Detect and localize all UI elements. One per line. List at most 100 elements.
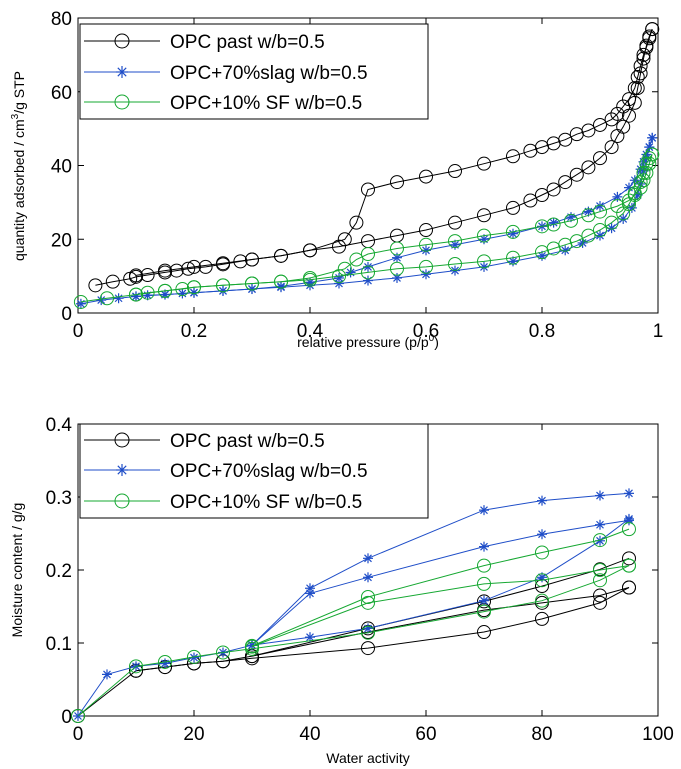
data-point bbox=[113, 293, 124, 304]
legend-marker bbox=[114, 493, 130, 509]
data-point bbox=[363, 572, 373, 583]
data-point bbox=[73, 294, 88, 309]
data-point bbox=[506, 250, 520, 265]
data-point bbox=[593, 223, 607, 238]
data-point bbox=[361, 621, 375, 636]
data-point bbox=[537, 529, 547, 540]
data-point bbox=[546, 182, 561, 197]
data-point bbox=[216, 278, 230, 293]
data-point bbox=[624, 488, 634, 499]
y-tick-label: 20 bbox=[51, 230, 72, 251]
data-point bbox=[419, 223, 433, 238]
x-tick-label: 100 bbox=[642, 724, 674, 745]
data-point bbox=[361, 625, 375, 640]
data-point bbox=[477, 254, 491, 269]
data-point bbox=[604, 215, 619, 230]
y-tick-label: 0.4 bbox=[46, 415, 73, 436]
data-point bbox=[477, 558, 491, 573]
data-point bbox=[129, 287, 143, 302]
desorption-line bbox=[135, 28, 653, 276]
data-point bbox=[523, 143, 538, 158]
data-point bbox=[627, 188, 642, 202]
data-point bbox=[303, 270, 317, 285]
y-tick-label: 0 bbox=[61, 304, 72, 325]
data-point bbox=[506, 200, 520, 215]
data-point bbox=[616, 99, 631, 114]
data-point bbox=[361, 182, 375, 197]
data-point bbox=[105, 274, 120, 289]
data-point bbox=[448, 256, 462, 271]
data-point bbox=[274, 274, 288, 289]
data-point bbox=[569, 167, 584, 182]
data-point bbox=[639, 40, 654, 55]
data-point bbox=[644, 142, 655, 153]
extra-line bbox=[251, 565, 630, 648]
data-point bbox=[616, 119, 631, 134]
data-point bbox=[569, 234, 584, 249]
data-point bbox=[558, 175, 573, 190]
x-tick-label: 0.8 bbox=[529, 321, 555, 342]
data-point bbox=[633, 180, 648, 195]
data-point bbox=[593, 151, 607, 166]
data-point bbox=[535, 593, 549, 608]
data-point bbox=[535, 219, 549, 234]
legend-label: OPC past w/b=0.5 bbox=[170, 431, 325, 452]
data-point bbox=[604, 112, 619, 127]
y-tick-label: 0 bbox=[61, 707, 72, 728]
y-axis-label: quantity adsorbed / cm3/g STP bbox=[10, 71, 27, 261]
legend-marker bbox=[116, 464, 128, 476]
series-layer bbox=[73, 22, 660, 309]
data-point bbox=[604, 140, 619, 155]
data-point bbox=[88, 278, 103, 293]
data-point bbox=[332, 239, 346, 254]
data-point bbox=[537, 495, 547, 506]
data-point bbox=[337, 232, 352, 247]
x-tick-label: 40 bbox=[299, 724, 320, 745]
data-point bbox=[361, 595, 375, 610]
data-point bbox=[622, 580, 636, 595]
series-1 bbox=[88, 22, 660, 293]
data-point bbox=[622, 193, 636, 208]
data-point bbox=[593, 117, 607, 132]
series-3 bbox=[73, 147, 660, 309]
data-point bbox=[361, 590, 375, 605]
series-layer bbox=[71, 488, 636, 723]
data-point bbox=[274, 248, 288, 263]
y-tick-labels: 0 20 40 60 80 bbox=[51, 9, 72, 325]
x-tick-label: 0 bbox=[73, 321, 84, 342]
data-point bbox=[216, 645, 230, 660]
data-point bbox=[642, 31, 657, 46]
data-point bbox=[216, 256, 230, 271]
data-point bbox=[477, 594, 491, 609]
data-point bbox=[303, 243, 317, 258]
data-point bbox=[198, 259, 213, 274]
y-tick-label: 0.1 bbox=[46, 634, 72, 655]
x-axis-label: Water activity bbox=[326, 750, 410, 766]
y-tick-label: 60 bbox=[51, 83, 72, 104]
data-point bbox=[158, 263, 172, 278]
data-point bbox=[349, 215, 364, 230]
data-point bbox=[419, 259, 433, 274]
data-point bbox=[506, 224, 520, 239]
data-point bbox=[448, 164, 462, 179]
series-1 bbox=[71, 551, 636, 723]
data-point bbox=[636, 47, 651, 62]
data-point bbox=[479, 541, 489, 552]
data-point bbox=[477, 576, 491, 591]
desorption-line bbox=[251, 528, 630, 647]
data-point bbox=[479, 595, 489, 606]
y-tick-label: 0.2 bbox=[46, 561, 72, 582]
y-tick-label: 40 bbox=[51, 157, 72, 178]
data-point bbox=[187, 649, 201, 664]
legend-label: OPC+70%slag w/b=0.5 bbox=[170, 461, 368, 482]
data-point bbox=[477, 208, 491, 223]
data-point bbox=[187, 259, 201, 274]
legend-marker bbox=[114, 33, 130, 49]
data-point bbox=[633, 58, 648, 73]
data-point bbox=[421, 269, 431, 280]
data-point bbox=[361, 641, 375, 656]
data-point bbox=[361, 247, 375, 261]
data-point bbox=[569, 127, 584, 142]
data-point bbox=[477, 625, 491, 640]
data-point bbox=[593, 533, 607, 548]
